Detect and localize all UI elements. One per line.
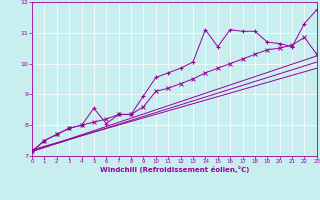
X-axis label: Windchill (Refroidissement éolien,°C): Windchill (Refroidissement éolien,°C) — [100, 166, 249, 173]
